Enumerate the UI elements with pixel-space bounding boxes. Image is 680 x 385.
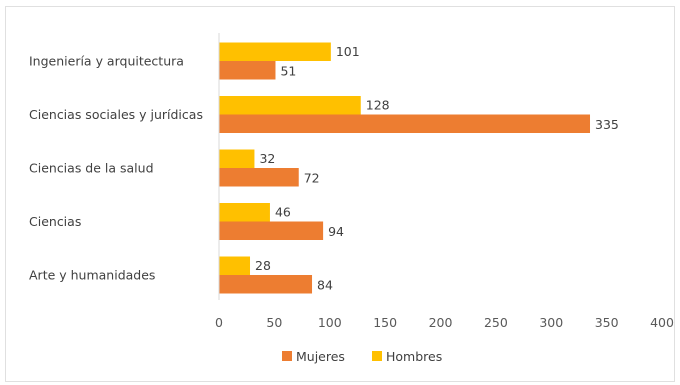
- bar-mujeres: [219, 61, 276, 80]
- bars-group: [219, 42, 591, 294]
- x-tick-label: 250: [484, 315, 508, 330]
- category-label: Ciencias de la salud: [29, 161, 154, 176]
- bar-mujeres: [219, 168, 299, 187]
- data-label-hombres: 101: [336, 44, 360, 59]
- legend-label-mujeres: Mujeres: [296, 349, 345, 364]
- labels-group: Ingeniería y arquitectura 101 51 Ciencias s…: [29, 44, 619, 293]
- data-label-hombres: 32: [259, 151, 275, 166]
- bar-mujeres: [219, 114, 591, 133]
- legend-swatch-hombres: [372, 351, 382, 361]
- x-tick-label: 400: [650, 315, 674, 330]
- x-tick-label: 100: [318, 315, 342, 330]
- axis-group: 0 50 100 150 200 250 300 350 400: [215, 33, 674, 330]
- x-tick-label: 300: [539, 315, 563, 330]
- x-tick-label: 150: [373, 315, 397, 330]
- data-label-hombres: 46: [275, 205, 291, 220]
- bar-mujeres: [219, 275, 313, 294]
- data-label-mujeres: 84: [317, 278, 333, 293]
- legend: Mujeres Hombres: [282, 349, 442, 364]
- category-label: Ingeniería y arquitectura: [29, 54, 184, 69]
- data-label-hombres: 28: [255, 258, 271, 273]
- bar-hombres: [219, 149, 255, 168]
- bar-hombres: [219, 96, 361, 115]
- data-label-mujeres: 94: [328, 224, 344, 239]
- category-label: Arte y humanidades: [29, 268, 155, 283]
- data-label-hombres: 128: [366, 98, 390, 113]
- x-tick-label: 200: [429, 315, 453, 330]
- data-label-mujeres: 72: [304, 171, 320, 186]
- bar-hombres: [219, 203, 270, 222]
- legend-label-hombres: Hombres: [386, 349, 442, 364]
- legend-swatch-mujeres: [282, 351, 292, 361]
- category-label: Ciencias sociales y jurídicas: [29, 107, 203, 122]
- category-label: Ciencias: [29, 214, 81, 229]
- bar-mujeres: [219, 221, 324, 240]
- bar-hombres: [219, 42, 331, 61]
- x-tick-label: 50: [266, 315, 282, 330]
- data-label-mujeres: 335: [595, 117, 619, 132]
- x-tick-label: 350: [595, 315, 619, 330]
- chart-frame: [5, 6, 675, 382]
- x-tick-label: 0: [215, 315, 223, 330]
- bar-hombres: [219, 256, 251, 275]
- data-label-mujeres: 51: [280, 64, 296, 79]
